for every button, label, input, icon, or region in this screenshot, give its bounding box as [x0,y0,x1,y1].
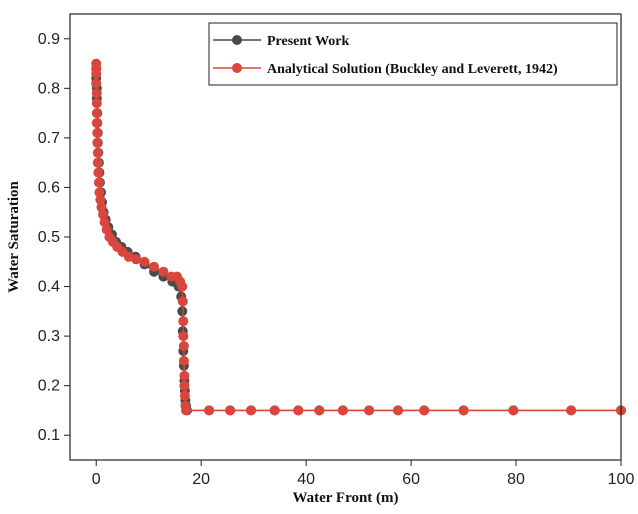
legend-marker-present-work [232,35,242,45]
x-tick-label: 40 [297,471,315,488]
legend-label-analytical-solution: Analytical Solution (Buckley and Leveret… [267,62,558,77]
data-point [139,256,150,267]
series-line [95,68,621,412]
data-point [91,108,102,119]
x-tick-label: 80 [507,471,525,488]
x-axis-title: Water Front (m) [292,490,398,506]
data-point [92,157,103,168]
y-tick-label: 0.7 [38,130,60,147]
data-point [246,405,256,416]
data-point [337,405,348,416]
y-tick-label: 0.1 [38,427,60,444]
data-point [508,405,519,416]
data-point [566,405,577,416]
data-point [178,355,189,366]
data-point [179,390,190,401]
data-point [181,405,191,416]
series-line [95,63,621,412]
data-point [177,296,188,307]
data-point [177,306,188,317]
y-tick-label: 0.2 [38,378,60,395]
data-point [179,370,190,381]
x-tick-label: 100 [608,471,635,488]
data-point [91,118,102,128]
data-point [92,127,103,138]
data-point [178,341,189,351]
data-point [364,405,375,416]
data-point [94,187,105,198]
data-point [91,78,102,89]
x-tick-label: 0 [92,471,101,488]
data-point [177,281,188,292]
data-point [225,405,236,416]
x-tick-label: 60 [402,471,420,488]
y-tick-label: 0.8 [38,80,60,97]
data-point [419,405,430,416]
legend-marker-analytical-solution [232,63,242,73]
data-point [99,217,110,228]
data-point [93,177,104,188]
data-point [178,316,189,327]
data-point [92,147,103,158]
y-tick-label: 0.6 [38,179,60,196]
data-point [458,405,469,416]
data-point [393,405,403,416]
data-point [179,380,190,391]
data-point [95,194,106,205]
y-tick-label: 0.9 [38,31,60,48]
data-point [98,209,109,220]
axis-ticks: 0 20 40 60 80 100 0.1 0.2 0.3 0.4 0.5 0.6 0.7 0.8 0.9 [38,31,635,488]
y-tick-label: 0.3 [38,328,60,345]
y-tick-label: 0.4 [38,279,60,296]
series-1 [91,58,626,416]
data-point [92,137,103,148]
data-point [91,88,102,99]
data-point [314,405,325,416]
data-point [178,331,189,342]
data-point [91,98,102,109]
y-tick-label: 0.5 [38,229,60,246]
legend: Present Work Analytical Solution (Buckle… [208,22,618,86]
data-point [91,68,102,79]
data-point [131,254,142,265]
x-tick-label: 20 [192,471,210,488]
data-point [293,405,304,416]
data-point [204,405,215,416]
data-point [158,266,169,277]
data-point [149,261,159,272]
plot-area [91,58,626,416]
series-0 [91,63,626,416]
data-point [269,405,280,416]
data-point [93,167,104,178]
y-axis-title: Water Saturation [6,180,22,292]
legend-box [208,22,618,86]
legend-label-present-work: Present Work [267,34,350,49]
